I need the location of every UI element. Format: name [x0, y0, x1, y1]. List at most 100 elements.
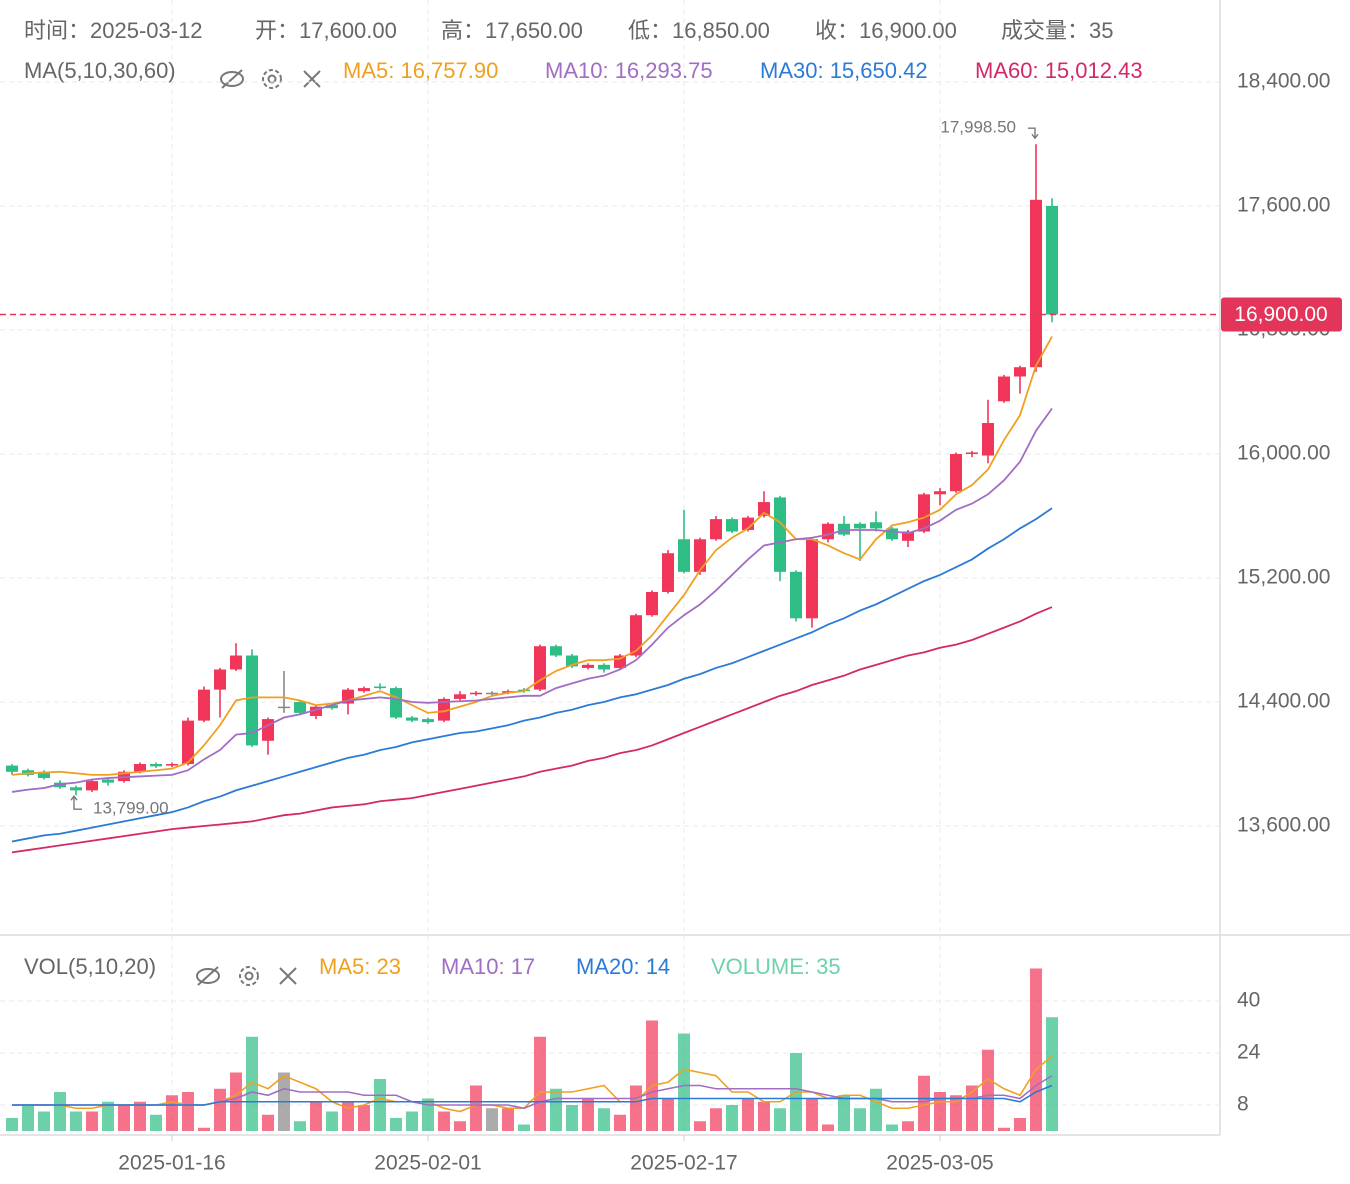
- legend-entry: MA30: 15,650.42: [760, 58, 928, 83]
- y-tick-label: 24: [1237, 1041, 1261, 1064]
- volume-bar: [310, 1101, 322, 1131]
- candle-body: [406, 717, 418, 721]
- close-icon[interactable]: [303, 70, 321, 88]
- volume-bar: [198, 1127, 210, 1131]
- volume-bar: [470, 1085, 482, 1131]
- legend-entry: VOLUME: 35: [711, 954, 841, 979]
- candle-body: [726, 519, 738, 532]
- ma-line: [11, 407, 1053, 793]
- legend-entry: MA20: 14: [576, 954, 670, 979]
- volume-bar: [246, 1036, 258, 1131]
- volume-bar: [22, 1105, 34, 1131]
- candle-body: [950, 454, 962, 492]
- candles: [6, 144, 1058, 796]
- volume-bar: [566, 1105, 578, 1131]
- volume-bar: [822, 1124, 834, 1131]
- candle-body: [166, 764, 178, 766]
- volume-bar: [598, 1108, 610, 1131]
- y-tick-label: 15,200.00: [1237, 566, 1330, 589]
- header-field: 成交量：35: [1001, 18, 1113, 43]
- settings-icon-center: [267, 74, 277, 84]
- volume-bar: [758, 1101, 770, 1131]
- legend-entry: MA60: 15,012.43: [975, 58, 1143, 83]
- x-tick-label: 2025-01-16: [118, 1152, 225, 1175]
- volume-bar: [854, 1108, 866, 1131]
- volume-bar: [358, 1105, 370, 1131]
- settings-icon[interactable]: [262, 69, 282, 89]
- volume-bar: [182, 1092, 194, 1131]
- volume-bar: [70, 1111, 82, 1131]
- high-annotation: 17,998.50: [940, 118, 1016, 137]
- volume-bar: [438, 1111, 450, 1131]
- candle-body: [486, 692, 498, 695]
- volume-bar: [150, 1114, 162, 1131]
- candle-body: [470, 692, 482, 695]
- candle-body: [982, 423, 994, 456]
- candle-body: [886, 528, 898, 540]
- y-tick-label: 13,600.00: [1237, 814, 1330, 837]
- candle-body: [582, 664, 594, 668]
- candle-body: [870, 522, 882, 529]
- volume-bar: [1014, 1118, 1026, 1131]
- volume-bar: [710, 1108, 722, 1131]
- candle-body: [598, 664, 610, 670]
- hide-icon[interactable]: [220, 71, 244, 87]
- volume-bar: [806, 1098, 818, 1131]
- candle-body: [806, 539, 818, 619]
- candle-body: [246, 655, 258, 746]
- candle-body: [214, 669, 226, 690]
- y-tick-label: 16,000.00: [1237, 442, 1330, 465]
- header-field: 时间：2025-03-12: [24, 18, 203, 43]
- hide-icon-slash: [197, 966, 219, 986]
- volume-bar: [342, 1101, 354, 1131]
- legend-entry: MA5: 16,757.90: [343, 58, 498, 83]
- last-price-box: [1221, 297, 1342, 332]
- volume-bar: [6, 1118, 18, 1131]
- volume-bar: [38, 1111, 50, 1131]
- candle-body: [758, 502, 770, 517]
- candle-body: [454, 694, 466, 699]
- volume-bar: [214, 1088, 226, 1131]
- candle-body: [102, 779, 114, 783]
- ma-line: [11, 507, 1053, 843]
- main-icons: [220, 69, 321, 89]
- candle-body: [182, 720, 194, 765]
- hide-icon[interactable]: [196, 968, 220, 984]
- candle-body: [854, 523, 866, 529]
- volume-bar: [742, 1098, 754, 1131]
- volume-icons: [196, 966, 297, 986]
- volume-bar: [1030, 968, 1042, 1131]
- candle-body: [662, 553, 674, 592]
- volume-ma-line: [12, 1084, 1053, 1106]
- y-tick-label: 40: [1237, 989, 1260, 1012]
- volume-bar: [406, 1111, 418, 1131]
- volume-bar: [582, 1098, 594, 1131]
- header-field: 收：16,900.00: [815, 18, 957, 43]
- volume-bar: [838, 1095, 850, 1131]
- candle-body: [742, 517, 754, 530]
- y-tick-label: 14,400.00: [1237, 690, 1330, 713]
- candle-body: [630, 615, 642, 656]
- candle-body: [134, 764, 146, 772]
- candle-body: [86, 781, 98, 791]
- volume-bar: [630, 1085, 642, 1131]
- volume-bar: [646, 1020, 658, 1131]
- volume-bar: [502, 1108, 514, 1131]
- y-tick-label: 17,600.00: [1237, 194, 1330, 217]
- volume-bar: [262, 1114, 274, 1131]
- volume-bar: [374, 1079, 386, 1131]
- volume-bar: [294, 1121, 306, 1131]
- volume-bar: [86, 1111, 98, 1131]
- candle-body: [790, 571, 802, 619]
- volume-bar: [102, 1101, 114, 1131]
- candle-body: [902, 531, 914, 541]
- close-icon[interactable]: [279, 967, 297, 985]
- volume-bar: [550, 1088, 562, 1131]
- volume-bar: [902, 1121, 914, 1131]
- settings-icon[interactable]: [239, 966, 259, 986]
- legend-entry: MA10: 16,293.75: [545, 58, 713, 83]
- header-field: 低：16,850.00: [628, 18, 770, 43]
- volume-bar: [726, 1105, 738, 1131]
